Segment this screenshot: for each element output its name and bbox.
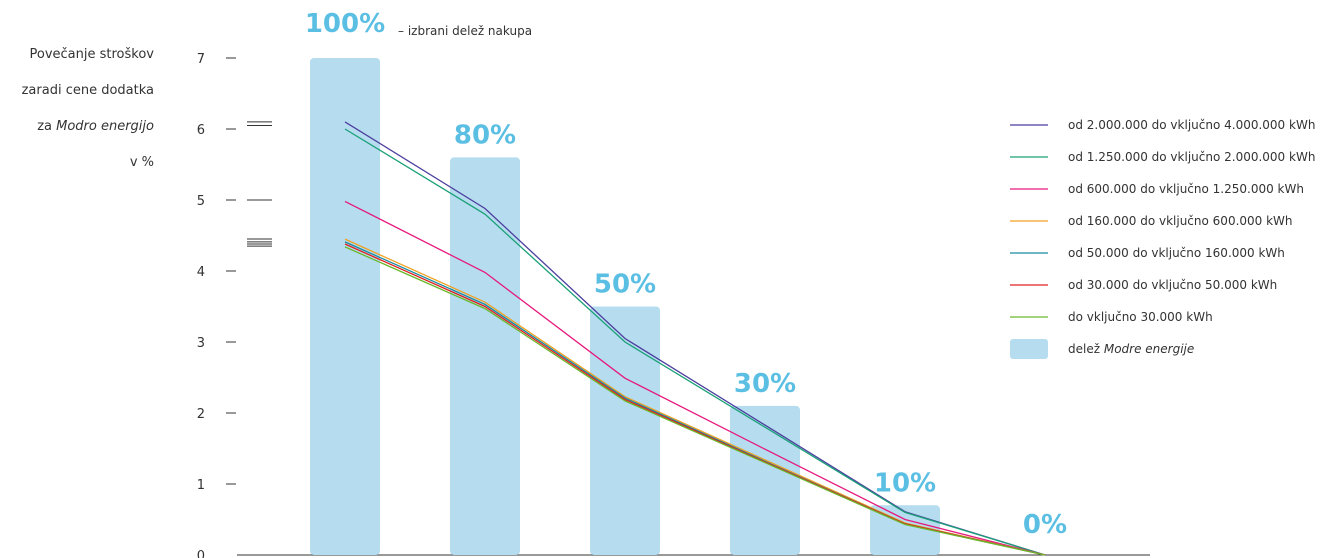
y-tick-label: 4 bbox=[197, 265, 205, 280]
legend-label: od 50.000 do vključno 160.000 kWh bbox=[1068, 246, 1285, 260]
legend-label-bar: delež Modre energije bbox=[1068, 342, 1194, 356]
legend-label: od 2.000.000 do vključno 4.000.000 kWh bbox=[1068, 118, 1315, 132]
category-label: 30% bbox=[734, 369, 796, 399]
y-axis-title-line-1: Povečanje stroškov bbox=[29, 47, 154, 62]
category-label: 50% bbox=[594, 270, 656, 300]
y-axis-title-line-2: zaradi cene dodatka bbox=[21, 83, 154, 98]
series-line bbox=[344, 238, 1046, 556]
series-line bbox=[344, 246, 1046, 556]
legend-label: od 1.250.000 do vključno 2.000.000 kWh bbox=[1068, 150, 1315, 164]
legend-label: do vključno 30.000 kWh bbox=[1068, 310, 1213, 324]
bar bbox=[590, 306, 660, 555]
category-label: 0% bbox=[1023, 510, 1067, 540]
series-line bbox=[344, 200, 1046, 556]
category-label: 10% bbox=[874, 468, 936, 498]
legend-label: od 30.000 do vključno 50.000 kWh bbox=[1068, 278, 1277, 292]
category-label: 80% bbox=[454, 120, 516, 150]
y-tick-label: 6 bbox=[197, 123, 205, 138]
y-tick-label: 2 bbox=[197, 407, 205, 422]
legend-swatch-bar bbox=[1010, 339, 1048, 359]
category-label: 100% bbox=[305, 9, 385, 39]
bar bbox=[450, 157, 520, 555]
y-tick-label: 0 bbox=[197, 549, 205, 558]
legend-label: od 600.000 do vključno 1.250.000 kWh bbox=[1068, 182, 1304, 196]
legend-label: od 160.000 do vključno 600.000 kWh bbox=[1068, 214, 1293, 228]
y-tick-label: 1 bbox=[197, 478, 205, 493]
y-axis-title-italic: Modro energijo bbox=[56, 119, 154, 134]
bar bbox=[310, 58, 380, 555]
y-tick-label: 3 bbox=[197, 336, 205, 351]
y-tick-label: 7 bbox=[197, 52, 205, 67]
selected-share-note: – izbrani delež nakupa bbox=[398, 24, 532, 38]
series-line bbox=[344, 128, 1046, 556]
y-axis-title-line-4: v % bbox=[129, 155, 154, 170]
y-tick-label: 5 bbox=[197, 194, 205, 209]
y-axis-title-line-3: za Modro energijo bbox=[0, 119, 154, 135]
bar bbox=[730, 405, 800, 555]
y-axis-title-line-3-text: za Modro energijo bbox=[37, 119, 154, 134]
